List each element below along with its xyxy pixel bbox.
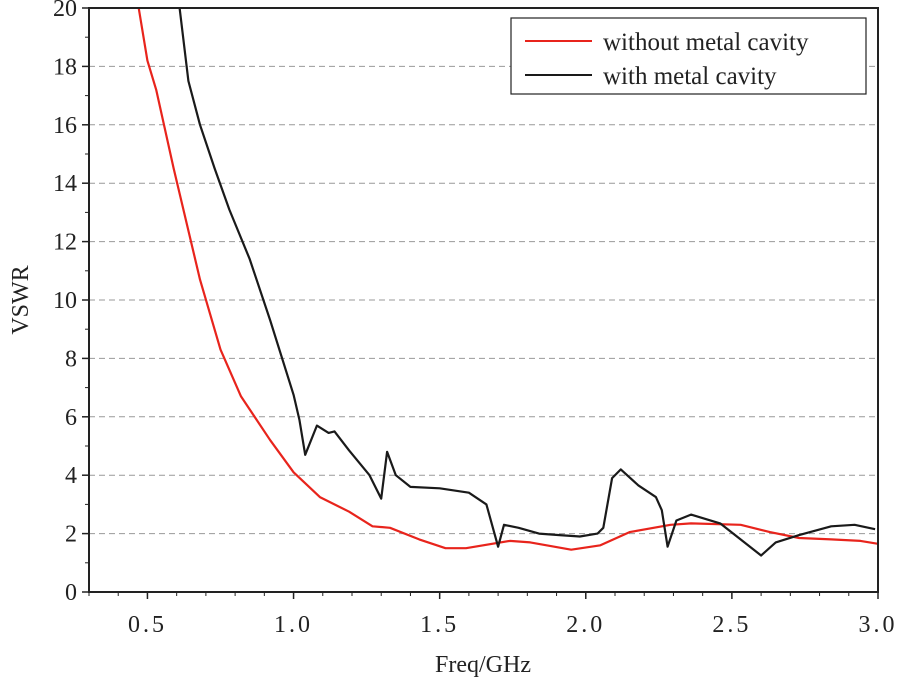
x-tick-label: 1.0 <box>274 612 313 638</box>
y-tick-label: 4 <box>65 463 77 489</box>
x-tick-label: 2.5 <box>712 612 751 638</box>
y-tick-label: 12 <box>53 230 77 256</box>
y-tick-label: 0 <box>65 580 77 606</box>
y-tick-label: 8 <box>65 346 77 372</box>
legend: without metal cavity with metal cavity <box>510 17 867 95</box>
series-line-with-metal-cavity <box>178 7 876 557</box>
series-line-without-metal-cavity <box>137 7 879 551</box>
axis-ticks: 0 2 4 6 8 10 12 14 16 18 20 0.5 1.0 1.5 2.0 2.5 3.0 <box>53 0 898 638</box>
y-tick-label: 18 <box>53 54 77 80</box>
y-tick-label: 2 <box>65 522 77 548</box>
y-tick-label: 10 <box>53 288 77 314</box>
grid-lines <box>89 65 878 535</box>
y-tick-label: 14 <box>53 171 77 197</box>
x-tick-label: 1.5 <box>420 612 459 638</box>
y-tick-label: 20 <box>53 0 77 22</box>
legend-box <box>510 17 867 95</box>
plot-frame <box>88 7 879 593</box>
series-lines <box>137 7 879 557</box>
x-tick-label: 3.0 <box>859 612 898 638</box>
x-tick-label: 0.5 <box>128 612 167 638</box>
legend-label-with-cavity: with metal cavity <box>603 63 777 90</box>
x-tick-label: 2.0 <box>566 612 605 638</box>
x-axis-label: Freq/GHz <box>435 652 531 678</box>
y-tick-label: 6 <box>65 405 77 431</box>
y-axis-label: VSWR <box>8 265 34 334</box>
legend-label-without-cavity: without metal cavity <box>603 29 809 56</box>
y-tick-label: 16 <box>53 113 77 139</box>
